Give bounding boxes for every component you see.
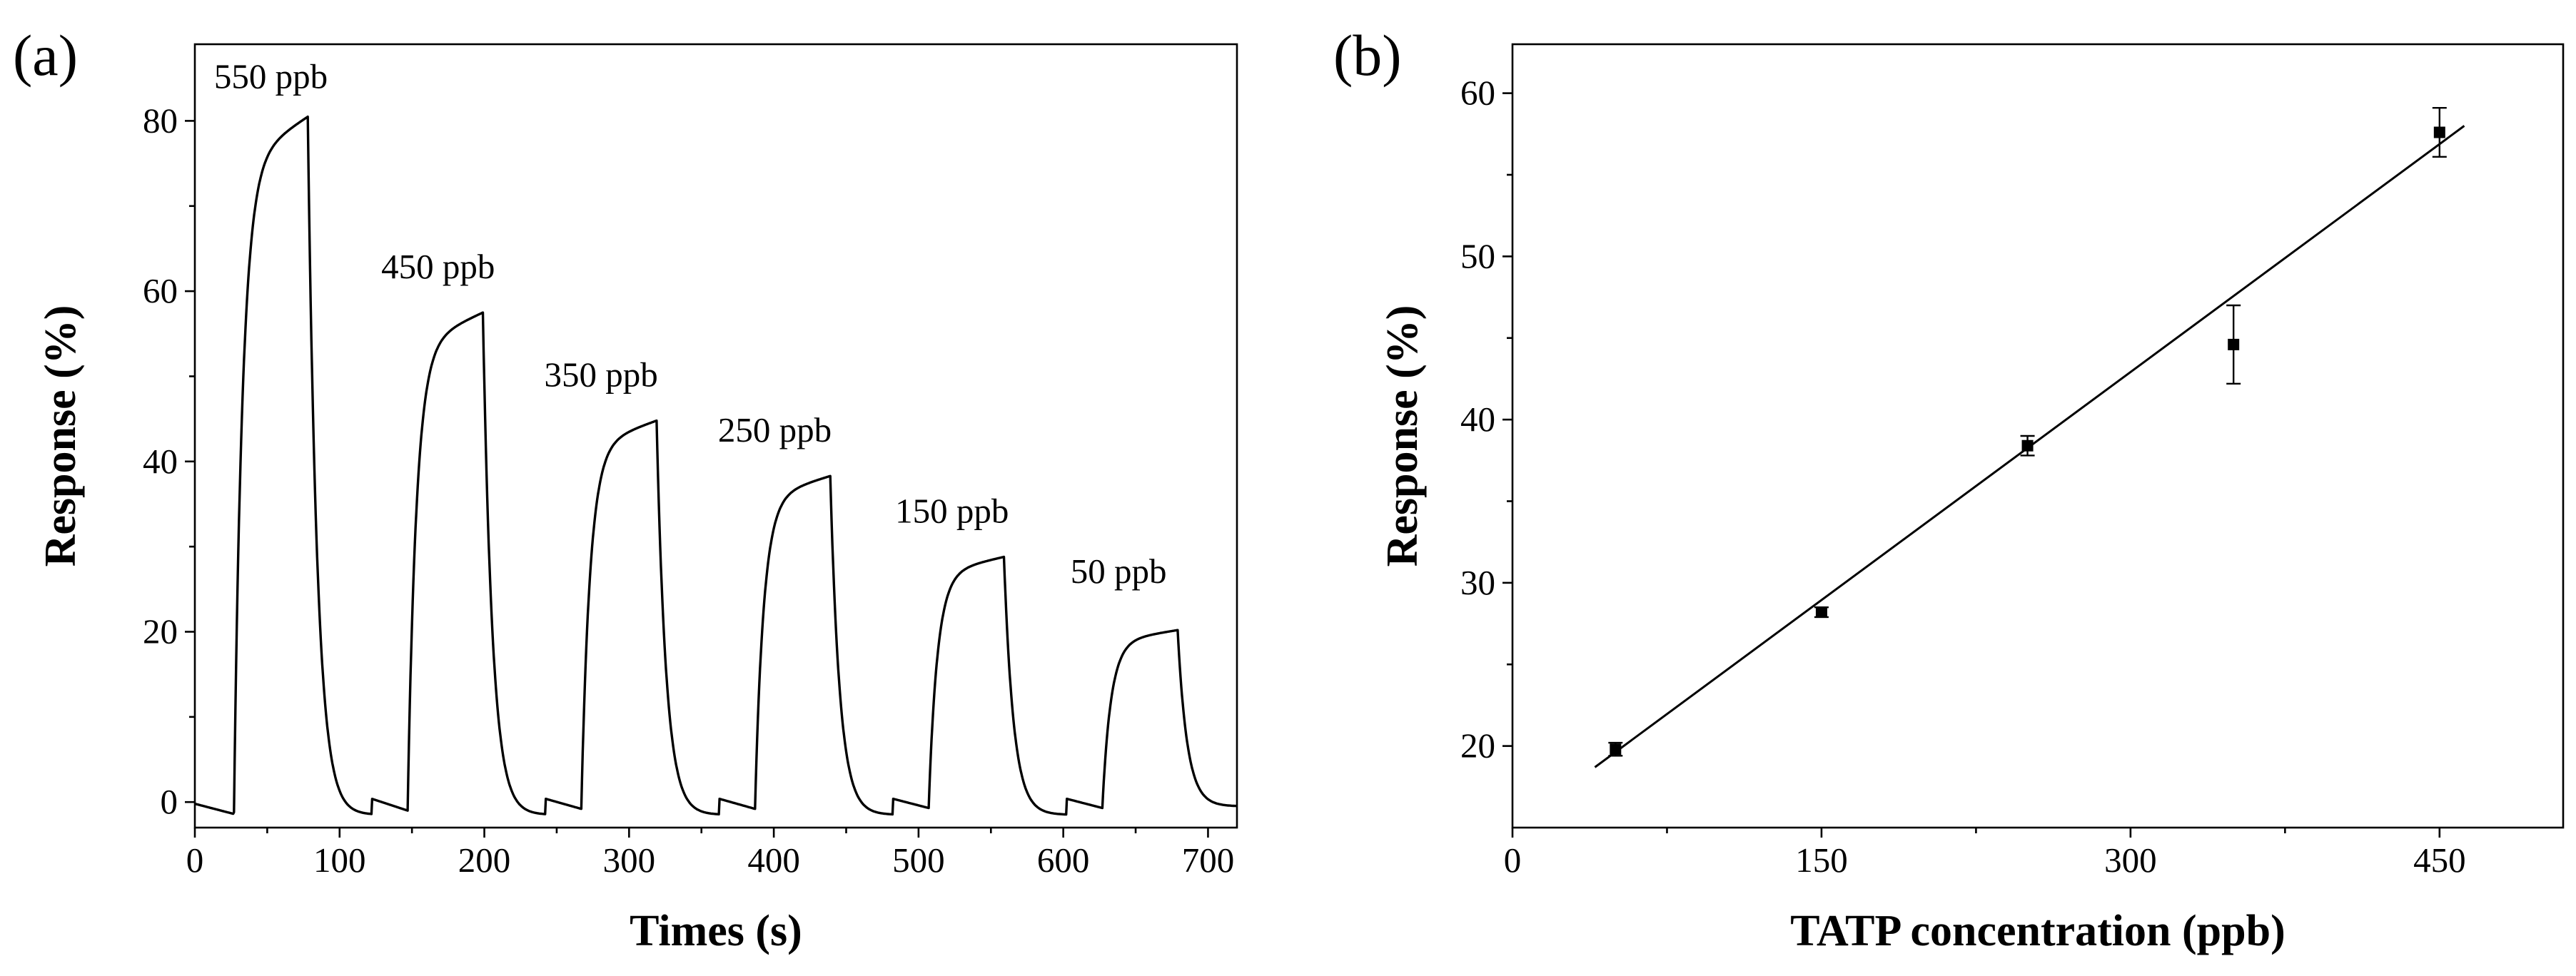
panel-b-y-axis: 20 30 40 50 60 xyxy=(1460,73,1512,766)
panel-a-concentration-label: 350 ppb xyxy=(545,355,658,395)
panel-a-x-tick-label: 700 xyxy=(1182,840,1235,880)
panel-a-concentration-label: 150 ppb xyxy=(895,491,1009,530)
panel-b-label: (b) xyxy=(1333,23,1402,88)
panel-b-x-tick-label: 300 xyxy=(2104,840,2157,880)
panel-a-x-tick-label: 200 xyxy=(458,840,511,880)
panel-a-y-tick-label: 20 xyxy=(143,612,178,651)
panel-a-concentration-label: 550 ppb xyxy=(214,56,328,96)
panel-a-concentration-label: 50 ppb xyxy=(1071,551,1167,591)
panel-a-label: (a) xyxy=(13,23,78,88)
panel-b-point-marker xyxy=(2228,338,2240,350)
panel-b-x-tick-label: 450 xyxy=(2413,840,2466,880)
panel-b-y-tick-label: 40 xyxy=(1460,400,1495,439)
panel-b-data-points xyxy=(1608,107,2447,757)
panel-b-point-marker xyxy=(2433,126,2445,138)
panel-a-x-tick-label: 600 xyxy=(1037,840,1090,880)
panel-a-x-axis: 0 100 200 300 400 500 600 700 xyxy=(186,828,1234,880)
panel-b-point-marker xyxy=(1815,606,1827,619)
panel-a-concentration-labels: 550 ppb 450 ppb 350 ppb 250 ppb 150 ppb 50 pp… xyxy=(214,56,1167,591)
panel-b-y-tick-label: 30 xyxy=(1460,563,1495,602)
panel-b-x-axis-title: TATP concentration (ppb) xyxy=(1790,907,2285,955)
panel-a-concentration-label: 250 ppb xyxy=(718,410,832,449)
panel-b-point-marker xyxy=(2021,439,2034,452)
panel-b-x-tick-label: 150 xyxy=(1795,840,1848,880)
panel-a-y-tick-label: 80 xyxy=(143,101,178,140)
panel-a-y-tick-label: 0 xyxy=(161,782,178,821)
panel-b-data-point xyxy=(1814,606,1829,619)
panel-a-response-curve xyxy=(194,115,1238,816)
panel-b-plot-frame xyxy=(1511,43,2565,829)
panel-a-y-axis-title: Response (%) xyxy=(36,305,85,567)
panel-b-data-point xyxy=(2432,107,2447,158)
panel-b-data-point xyxy=(1608,741,1623,757)
panel-a-x-tick-label: 500 xyxy=(892,840,945,880)
panel-a-concentration-label: 450 ppb xyxy=(381,247,495,286)
panel-a-x-tick-label: 300 xyxy=(603,840,656,880)
panel-a-x-tick-label: 400 xyxy=(747,840,800,880)
panel-b-y-tick-label: 20 xyxy=(1460,726,1495,766)
panel-a-y-axis: 0 20 40 60 80 xyxy=(143,101,195,821)
panel-a-y-tick-label: 60 xyxy=(143,271,178,310)
panel-a-x-tick-label: 0 xyxy=(186,840,204,880)
panel-b-response-vs-concentration: (b) 0 150 300 450 20 30 40 50 60 TATP concentra… xyxy=(1333,23,2565,955)
panel-b-y-tick-label: 50 xyxy=(1460,236,1495,275)
panel-a-x-tick-label: 100 xyxy=(313,840,366,880)
panel-b-data-point xyxy=(2020,434,2035,457)
panel-a-x-axis-title: Times (s) xyxy=(630,907,802,955)
panel-b-data-point xyxy=(2226,304,2241,385)
panel-b-x-axis: 0 150 300 450 xyxy=(1504,828,2466,880)
panel-b-y-tick-label: 60 xyxy=(1460,73,1495,113)
panel-b-point-marker xyxy=(1610,743,1622,756)
panel-a-plot-frame xyxy=(193,43,1238,829)
panel-a-response-vs-time: (a) 0 100 200 300 400 500 600 700 0 20 40 60 80 550… xyxy=(13,23,1238,955)
panel-b-x-tick-label: 0 xyxy=(1504,840,1522,880)
panel-a-y-tick-label: 40 xyxy=(143,442,178,481)
panel-b-y-axis-title: Response (%) xyxy=(1378,305,1427,567)
